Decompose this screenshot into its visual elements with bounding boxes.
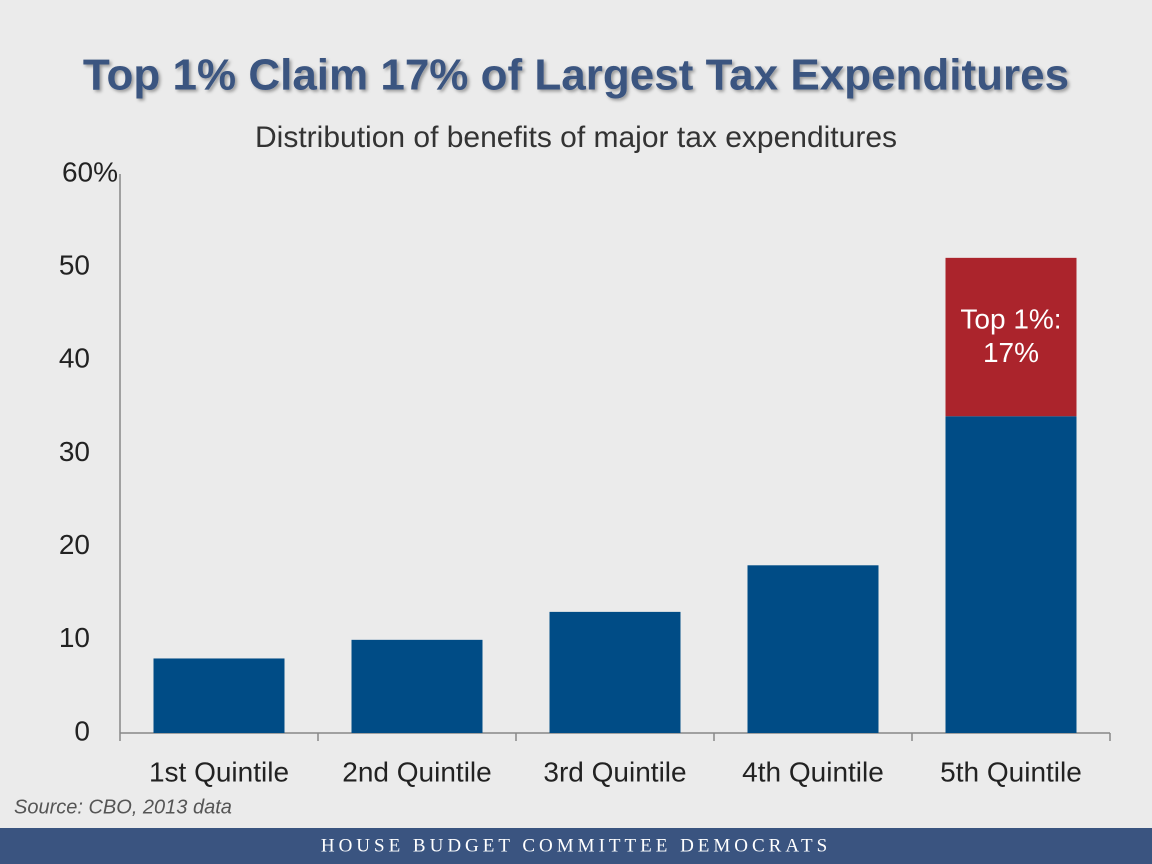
y-tick-label: 50	[59, 250, 90, 281]
bar-segment	[945, 257, 1077, 417]
source: Source: CBO, 2013 data	[14, 796, 232, 818]
y-tick-label: 60%	[62, 156, 118, 187]
x-tick-label: 4th Quintile	[742, 756, 884, 787]
y-tick-label: 0	[74, 715, 90, 746]
x-tick-label: 1st Quintile	[149, 756, 289, 787]
footer: HOUSE BUDGET COMMITTEE DEMOCRATS	[321, 835, 831, 856]
x-tick-label: 5th Quintile	[940, 756, 1082, 787]
data-label: Top 1%: 17%	[960, 304, 1061, 369]
chart-title: Top 1% Claim 17% of Largest Tax Expendit…	[83, 51, 1069, 100]
bar-segment	[153, 658, 285, 733]
footer-band	[0, 828, 1152, 864]
x-tick-label: 2nd Quintile	[342, 756, 491, 787]
bar-segment	[351, 639, 483, 733]
x-tick-label: 3rd Quintile	[543, 756, 686, 787]
y-tick-label: 30	[59, 436, 90, 467]
y-tick-label: 20	[59, 529, 90, 560]
bar-segment	[747, 565, 879, 733]
bar-segment	[945, 416, 1077, 733]
chart-subtitle: Distribution of benefits of major tax ex…	[255, 121, 897, 154]
y-tick-label: 10	[59, 622, 90, 653]
bar-segment	[549, 611, 681, 733]
y-tick-label: 40	[59, 343, 90, 374]
